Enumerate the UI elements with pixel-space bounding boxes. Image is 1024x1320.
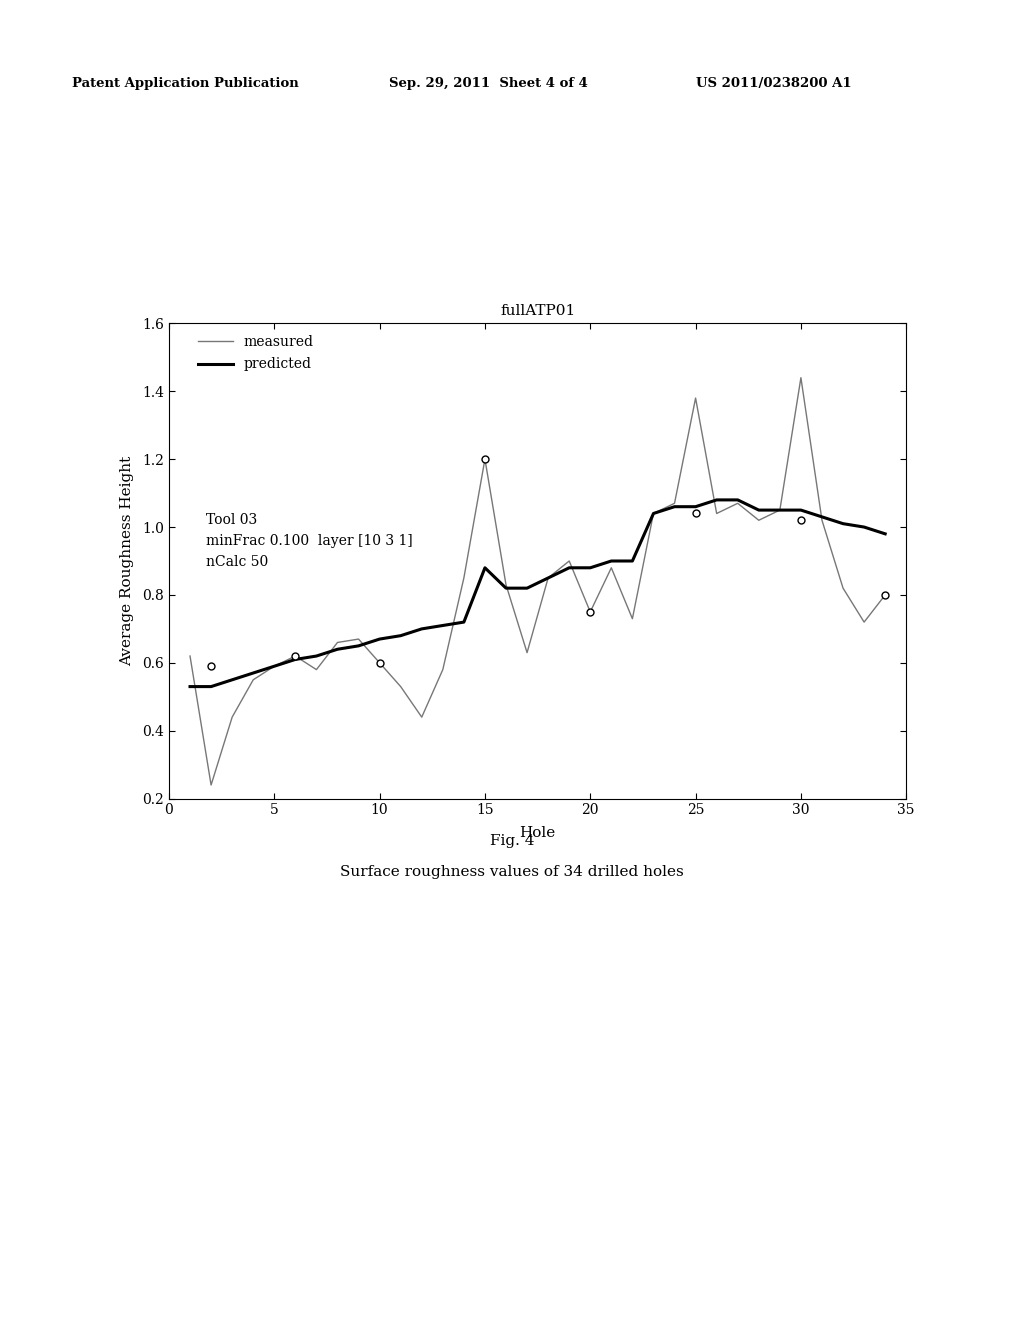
Text: Tool 03
minFrac 0.100  layer [10 3 1]
nCalc 50: Tool 03 minFrac 0.100 layer [10 3 1] nCa… <box>206 513 413 569</box>
Text: Surface roughness values of 34 drilled holes: Surface roughness values of 34 drilled h… <box>340 865 684 879</box>
Text: Fig. 4: Fig. 4 <box>489 834 535 849</box>
X-axis label: Hole: Hole <box>519 826 556 840</box>
Text: Patent Application Publication: Patent Application Publication <box>72 77 298 90</box>
Title: fullATP01: fullATP01 <box>500 304 575 318</box>
Y-axis label: Average Roughness Height: Average Roughness Height <box>120 455 134 667</box>
Text: US 2011/0238200 A1: US 2011/0238200 A1 <box>696 77 852 90</box>
Legend: measured, predicted: measured, predicted <box>198 335 314 371</box>
Text: Sep. 29, 2011  Sheet 4 of 4: Sep. 29, 2011 Sheet 4 of 4 <box>389 77 588 90</box>
